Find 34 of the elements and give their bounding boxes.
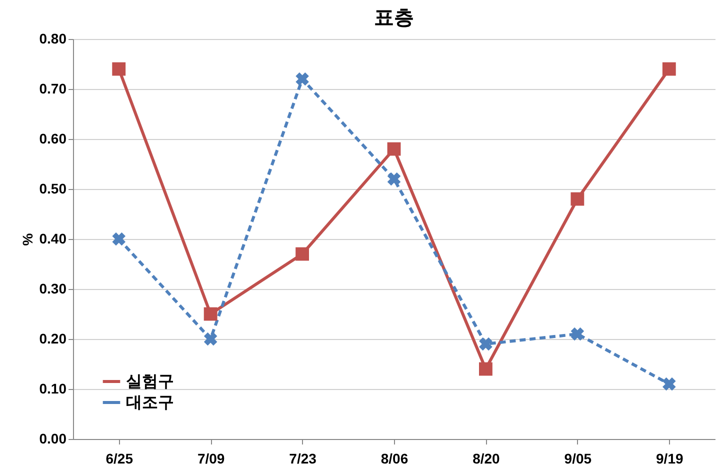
y-tick-label: 0.60 [39,130,67,146]
point [296,247,309,261]
x-tick-label: 6/25 [106,450,134,466]
point [296,72,309,86]
y-axis-title: % [19,232,36,246]
point [387,172,401,186]
point [479,337,492,351]
y-tick-label: 0.70 [39,80,67,96]
x-tick-label: 7/23 [289,450,317,466]
point [662,377,676,391]
y-tick-label: 0.40 [39,230,67,246]
point [204,332,218,346]
y-tick-label: 0.50 [39,180,67,196]
y-tick-label: 0.10 [39,380,67,396]
point [112,232,126,246]
x-tick-label: 8/06 [380,450,408,466]
legend-label: 대조구 [126,394,174,412]
x-tick-label: 9/19 [656,450,684,466]
y-tick-label: 0.80 [39,30,67,46]
x-tick-label: 9/05 [564,450,592,466]
point [479,362,492,376]
x-tick-label: 7/09 [197,450,225,466]
point [204,307,218,321]
point [387,142,401,156]
point [112,62,126,76]
point [570,192,584,206]
y-tick-label: 0.30 [39,280,67,296]
point [570,327,584,341]
legend-label: 실험구 [126,374,174,390]
y-tick-label: 0.20 [39,330,67,346]
y-tick-label: 0.00 [39,430,67,446]
chart-title: 표층 [374,7,414,29]
x-tick-label: 8/20 [472,450,500,466]
point [662,62,676,76]
